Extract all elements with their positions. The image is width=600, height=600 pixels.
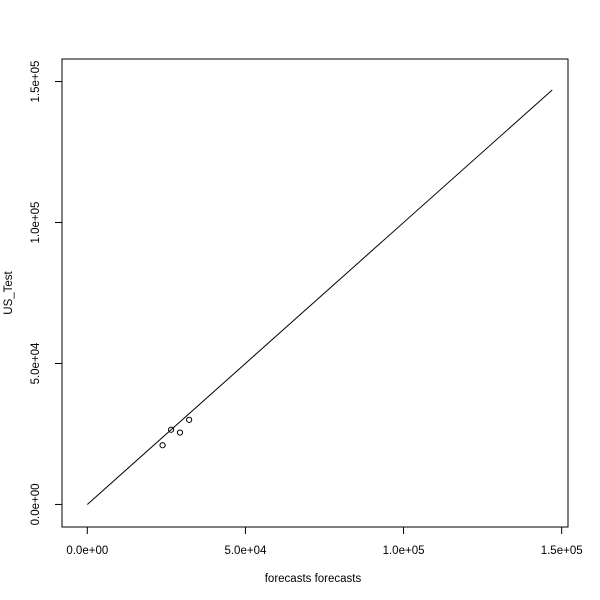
y-tick-label: 0.0e+00 — [30, 484, 42, 526]
reference-line — [86, 89, 553, 505]
x-tick-label: 1.0e+05 — [383, 545, 425, 557]
x-tick-label: 5.0e+04 — [224, 545, 266, 557]
plot-frame — [61, 58, 569, 528]
y-axis: 0.0e+00 5.0e+04 1.0e+05 1.5e+05 — [30, 61, 63, 526]
data-point — [176, 429, 184, 436]
y-axis-label: US_Test — [3, 270, 15, 314]
x-axis-label: forecasts forecasts — [265, 573, 362, 585]
x-axis: 0.0e+00 5.0e+04 1.0e+05 1.5e+05 — [66, 526, 583, 557]
data-point — [159, 442, 166, 449]
y-tick-label: 1.0e+05 — [30, 202, 42, 244]
y-tick-label: 1.5e+05 — [30, 61, 42, 103]
data-point — [168, 426, 175, 433]
data-point — [186, 416, 193, 423]
data-series — [86, 89, 553, 505]
y-tick-label: 5.0e+04 — [30, 342, 42, 384]
x-tick-label: 1.5e+05 — [541, 545, 583, 557]
x-tick-label: 0.0e+00 — [66, 545, 108, 557]
